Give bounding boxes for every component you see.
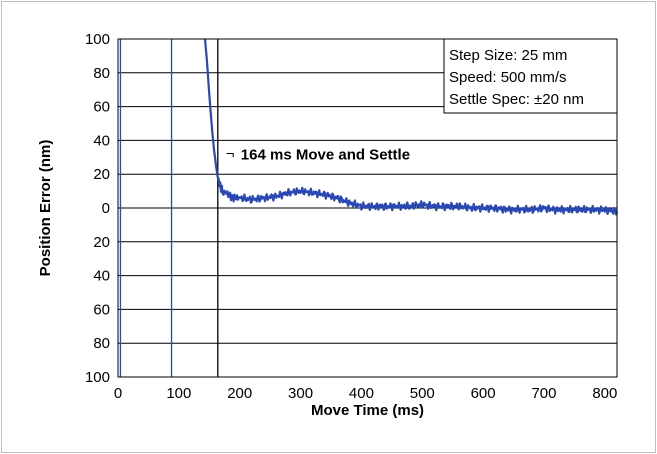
series-group [203, 38, 619, 216]
y-tick-label: 80 [93, 335, 110, 352]
legend-settle-spec: Settle Spec: ±20 nm [449, 91, 584, 108]
vertical-markers [119, 39, 219, 377]
y-tick-label: 20 [93, 166, 110, 183]
y-tick-labels: 100 80 60 40 20 0 20 40 60 80 100 [85, 31, 110, 386]
y-tick-label: 40 [93, 268, 110, 285]
x-tick-label: 300 [288, 385, 313, 402]
y-tick-label: 40 [93, 132, 110, 149]
y-tick-label: 0 [102, 200, 110, 217]
x-tick-label: 0 [114, 385, 122, 402]
y-tick-label: 60 [93, 99, 110, 116]
y-axis-title: Position Error (nm) [37, 140, 54, 277]
annotation-marker: ¬ [226, 146, 235, 163]
x-tick-label: 500 [410, 385, 435, 402]
legend-step-size: Step Size: 25 mm [449, 47, 567, 64]
x-tick-label: 700 [531, 385, 556, 402]
y-tick-label: 80 [93, 65, 110, 82]
legend-speed: Speed: 500 mm/s [449, 69, 567, 86]
x-tick-labels: 0 100 200 300 400 500 600 700 800 [114, 385, 618, 402]
annotation-label: 164 ms Move and Settle [241, 147, 410, 164]
x-tick-label: 600 [471, 385, 496, 402]
legend-box: Step Size: 25 mm Speed: 500 mm/s Settle … [443, 38, 618, 114]
legend-border [443, 38, 618, 114]
x-tick-label: 200 [227, 385, 252, 402]
x-tick-label: 100 [166, 385, 191, 402]
y-tick-label: 100 [85, 31, 110, 48]
x-tick-label: 800 [592, 385, 617, 402]
plot-border [117, 38, 618, 378]
x-axis-title: Move Time (ms) [311, 402, 424, 419]
x-tick-label: 400 [349, 385, 374, 402]
y-tick-label: 60 [93, 301, 110, 318]
y-tick-label: 100 [85, 369, 110, 386]
y-tick-label: 20 [93, 234, 110, 251]
series-line [203, 38, 619, 216]
